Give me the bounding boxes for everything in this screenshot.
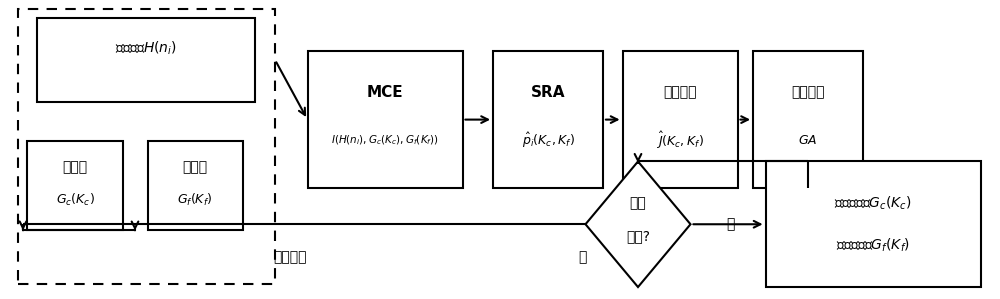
Bar (493, 51, 603, 188)
Bar (37, 18, 255, 102)
Text: 估计器: 估计器 (182, 161, 208, 174)
Bar (766, 161, 980, 287)
Text: $I(H(n_i),G_c(K_c),G_f(K_f))$: $I(H(n_i),G_c(K_c),G_f(K_f))$ (331, 134, 439, 147)
Text: 满足: 满足 (630, 196, 646, 210)
Bar (27, 141, 122, 230)
Bar (148, 141, 243, 230)
Text: 继续优化: 继续优化 (273, 250, 307, 264)
Text: 否: 否 (578, 250, 586, 264)
Text: $\hat{J}(K_c,K_f)$: $\hat{J}(K_c,K_f)$ (656, 130, 704, 151)
Text: $GA$: $GA$ (798, 134, 818, 147)
Text: 条件?: 条件? (626, 229, 650, 243)
Bar (308, 51, 462, 188)
Polygon shape (586, 161, 690, 287)
Text: $\hat{p}_i(K_c,K_f)$: $\hat{p}_i(K_c,K_f)$ (522, 131, 574, 150)
Text: 最优估计器$G_f(K_f)$: 最优估计器$G_f(K_f)$ (836, 237, 910, 254)
Text: $G_c(K_c)$: $G_c(K_c)$ (56, 192, 94, 208)
Text: SRA: SRA (531, 85, 565, 100)
Text: MCE: MCE (367, 85, 403, 100)
Bar (753, 51, 863, 188)
Text: 开环系统$H(n_i)$: 开环系统$H(n_i)$ (115, 39, 177, 57)
Text: 是: 是 (726, 217, 734, 231)
Text: 优化算法: 优化算法 (791, 86, 825, 100)
Bar (622, 51, 738, 188)
Text: $G_f(K_f)$: $G_f(K_f)$ (177, 192, 213, 208)
Text: 代价函数: 代价函数 (663, 86, 697, 100)
Bar (18, 9, 275, 284)
Text: 最优控制器$G_c(K_c)$: 最优控制器$G_c(K_c)$ (834, 195, 912, 212)
Text: 控制器: 控制器 (62, 161, 88, 174)
